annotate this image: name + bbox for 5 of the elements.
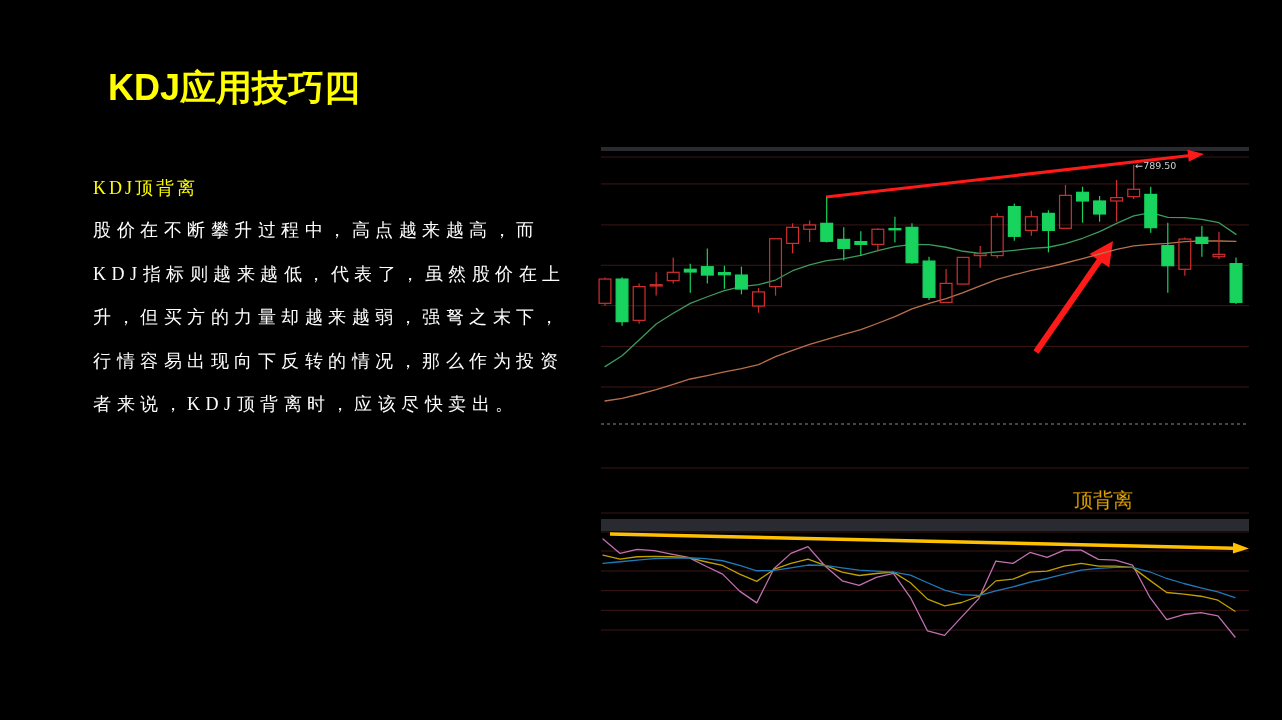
- text: KDJ应用技巧四: [108, 66, 361, 110]
- text: 股价在不断攀升过程中，高点越来越高，而KDJ指标则越来越低，代表了，虽然股价在上升，但买方的力量却越来越弱，强弩之末下，行情容易出现向下反转的情况，那么作为投资者来说，KDJ顶背离时，应该尽快卖出。: [93, 220, 566, 414]
- annotation: ←789.50: [1135, 159, 1177, 171]
- annotation: 顶背离: [1073, 488, 1133, 512]
- text: KDJ顶背离: [93, 177, 199, 200]
